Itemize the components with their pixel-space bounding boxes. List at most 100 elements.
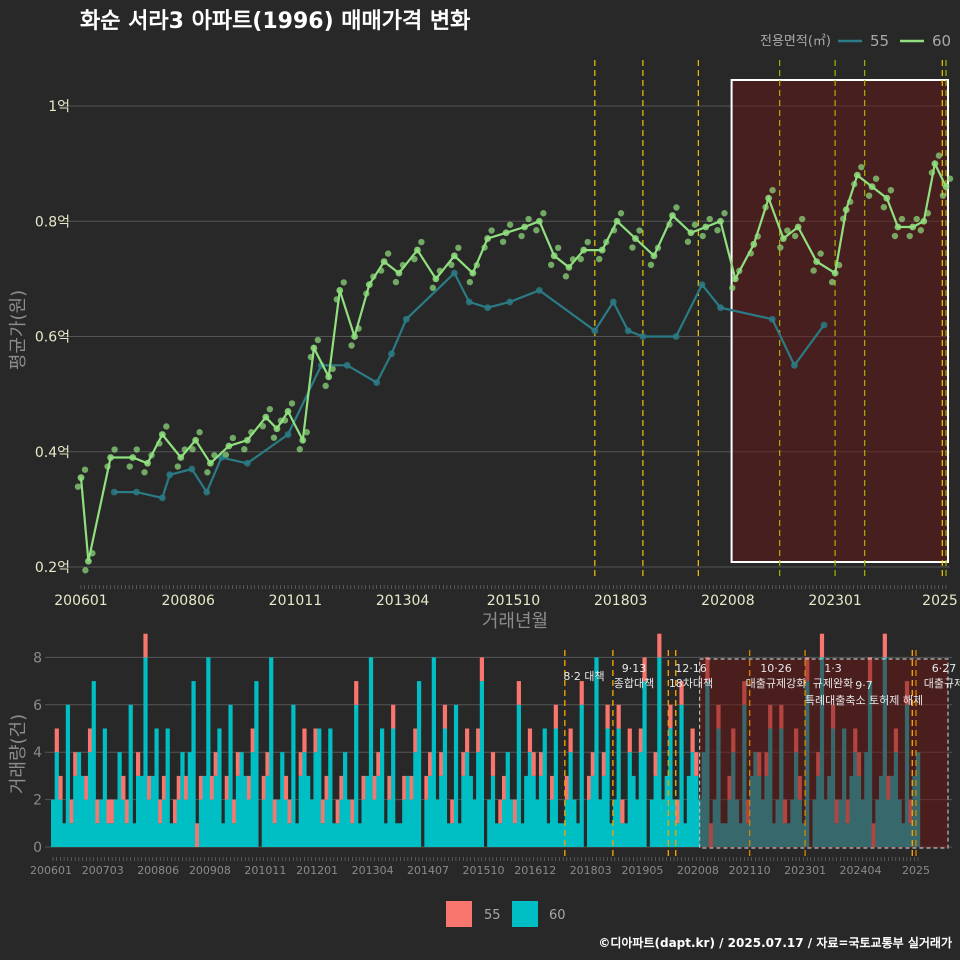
volume-bar-60 <box>235 775 241 847</box>
bottom-x-tick-label: 201304 <box>352 864 394 877</box>
price-point-60 <box>691 221 699 228</box>
bottom-x-tick-label: 201011 <box>244 864 286 877</box>
price-point-60 <box>303 429 310 436</box>
price-point-60 <box>699 232 706 240</box>
volume-bar-55 <box>110 799 115 824</box>
volume-bar-60 <box>453 704 459 847</box>
volume-bar-55 <box>69 799 74 824</box>
annotation-name: 특례대출축소 토허제 해제 <box>805 693 923 707</box>
bar-legend-swatch-55 <box>446 901 472 927</box>
volume-bar-60 <box>683 823 688 847</box>
volume-bar-60 <box>228 704 233 847</box>
volume-bar-60 <box>527 752 533 847</box>
volume-bar-55 <box>690 728 695 753</box>
volume-bar-60 <box>516 704 521 847</box>
volume-bar-55 <box>172 799 178 824</box>
volume-bar-60 <box>224 799 229 847</box>
volume-bar-60 <box>165 728 170 847</box>
price-point-60 <box>111 446 118 453</box>
volume-bar-55 <box>409 775 414 800</box>
top-y-axis-title: 평균가(원) <box>8 290 29 370</box>
top-x-tick-label: 200601 <box>54 593 107 609</box>
volume-bar-55 <box>250 728 255 753</box>
top-y-tick-label: 0.2억 <box>35 560 70 576</box>
volume-bar-60 <box>413 752 418 847</box>
annotation-date: 9·7 <box>855 679 873 692</box>
volume-bar-60 <box>664 775 669 847</box>
volume-bar-55 <box>402 775 407 800</box>
volume-bar-60 <box>184 799 189 847</box>
top-x-axis-title: 거래년월 <box>482 611 548 632</box>
volume-bar-60 <box>54 752 59 847</box>
volume-bar-60 <box>317 728 322 847</box>
volume-bar-60 <box>579 704 584 847</box>
volume-bar-60 <box>686 775 692 847</box>
volume-bar-60 <box>309 799 314 847</box>
volume-bar-60 <box>538 775 544 847</box>
price-point-60 <box>518 232 525 240</box>
volume-bar-55 <box>516 681 521 705</box>
volume-bar-55 <box>479 657 485 682</box>
volume-bar-60 <box>520 823 525 847</box>
volume-bar-60 <box>649 799 655 847</box>
volume-bar-55 <box>620 799 625 824</box>
volume-bar-60 <box>524 775 529 847</box>
volume-bar-60 <box>154 728 159 847</box>
volume-bar-60 <box>128 704 133 847</box>
bottom-x-tick-label: 200703 <box>82 864 124 877</box>
price-point-60 <box>314 336 322 344</box>
volume-bar-60 <box>498 823 503 847</box>
volume-bar-60 <box>642 681 647 847</box>
volume-bar-55 <box>261 775 266 800</box>
volume-bar-55 <box>95 799 100 824</box>
bottom-x-tick-label: 200601 <box>30 864 72 877</box>
volume-bar-55 <box>657 633 662 658</box>
price-point-60 <box>880 204 888 211</box>
volume-bar-60 <box>172 823 178 847</box>
price-point-60 <box>455 244 462 252</box>
volume-bar-60 <box>609 823 614 847</box>
price-line-60 <box>79 160 947 562</box>
volume-bar-60 <box>306 775 311 847</box>
price-point-60 <box>547 261 555 269</box>
volume-bar-60 <box>542 728 547 847</box>
volume-bar-55 <box>450 799 455 824</box>
price-point-60 <box>791 232 799 240</box>
price-point-60 <box>533 227 540 234</box>
volume-bar-55 <box>246 775 252 800</box>
bottom-x-tick-label: 201201 <box>296 864 338 877</box>
top-series-lines <box>79 160 947 562</box>
price-point-60 <box>429 284 437 292</box>
price-point-60 <box>329 365 336 373</box>
bar-legend-label-55: 55 <box>484 908 501 923</box>
bottom-x-tick-label: 202008 <box>677 864 719 877</box>
annotation-name: 18차대책 <box>669 677 713 690</box>
price-point-60 <box>769 187 776 194</box>
bottom-x-tick-label: 201407 <box>407 864 449 877</box>
volume-bar-55 <box>224 775 229 800</box>
volume-bar-60 <box>217 728 222 847</box>
volume-bar-60 <box>269 657 274 847</box>
top-highlight-box <box>730 79 949 563</box>
volume-bar-60 <box>291 704 296 847</box>
volume-bar-60 <box>387 799 392 847</box>
price-point-60 <box>891 232 899 240</box>
volume-bar-55 <box>324 775 329 800</box>
price-point-60 <box>784 227 791 234</box>
volume-bar-60 <box>239 752 244 847</box>
volume-bar-55 <box>501 775 507 800</box>
volume-bar-60 <box>361 799 366 847</box>
volume-bar-60 <box>180 752 185 847</box>
volume-bar-55 <box>361 775 366 800</box>
legend-label-55: 55 <box>870 32 889 50</box>
volume-bar-55 <box>84 775 89 800</box>
volume-bar-55 <box>372 775 377 800</box>
volume-bar-60 <box>627 752 632 847</box>
volume-bar-55 <box>675 799 680 824</box>
volume-bar-60 <box>213 775 218 847</box>
volume-bar-55 <box>476 728 481 753</box>
volume-bar-60 <box>494 823 499 847</box>
volume-bar-60 <box>653 775 658 847</box>
volume-bar-60 <box>568 752 573 847</box>
